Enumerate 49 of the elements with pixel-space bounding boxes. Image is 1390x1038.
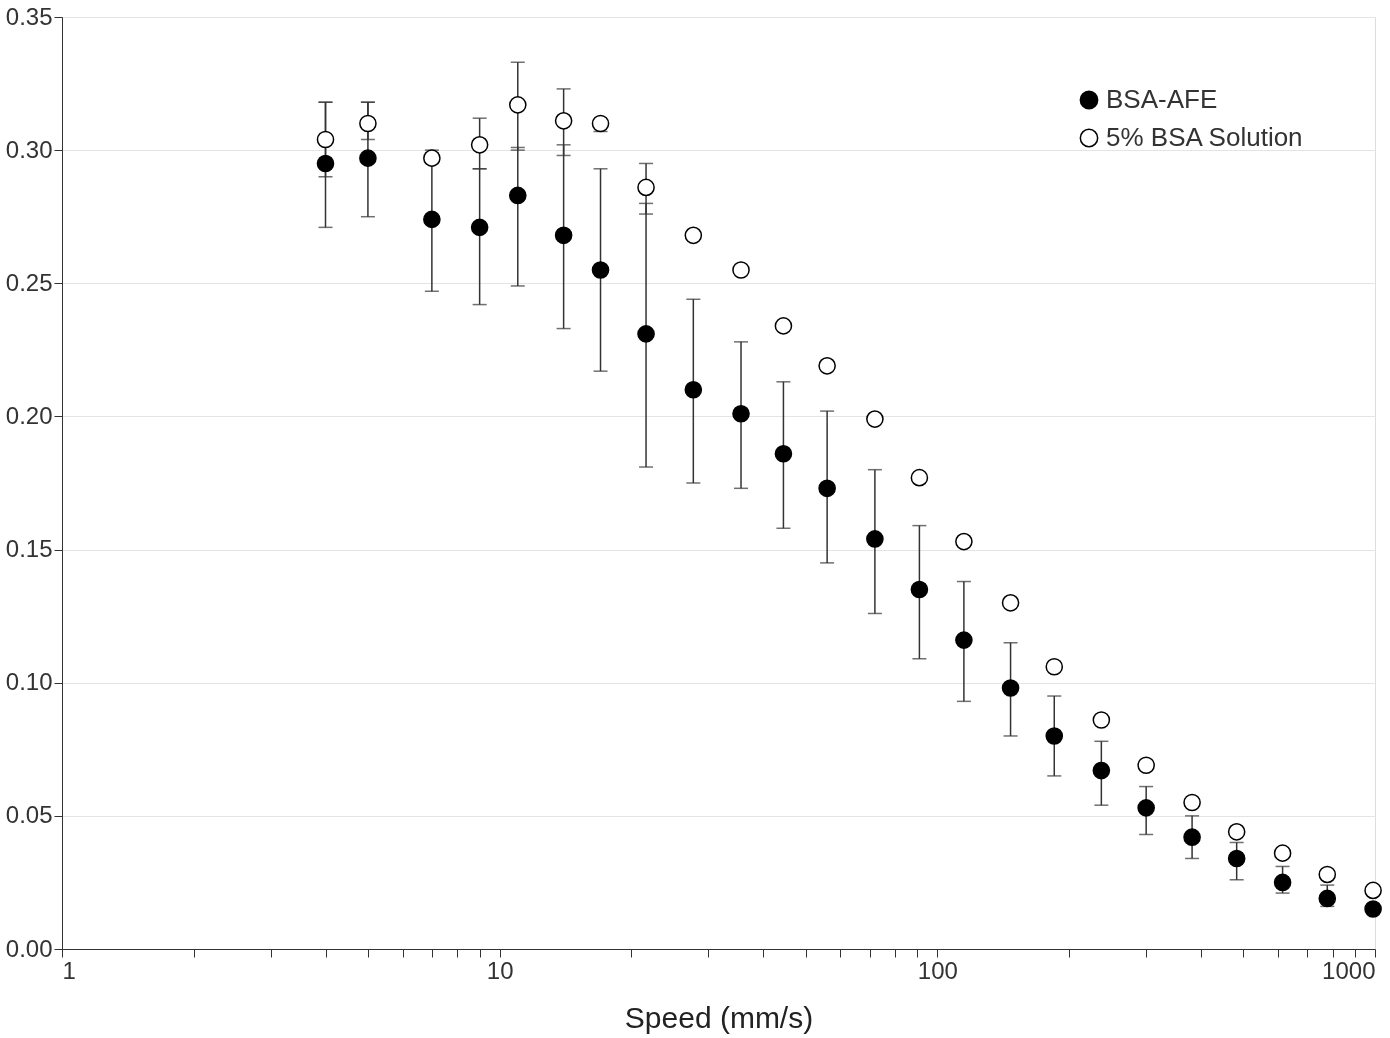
point bbox=[1318, 865, 1337, 884]
point bbox=[684, 226, 703, 245]
point bbox=[1183, 828, 1201, 846]
point bbox=[1273, 844, 1292, 862]
y-tick-label: 0.35 bbox=[5, 2, 53, 30]
point bbox=[1045, 657, 1064, 676]
legend-label: BSA-AFE bbox=[1106, 84, 1218, 114]
point bbox=[1092, 711, 1111, 729]
point bbox=[1137, 799, 1155, 817]
point bbox=[591, 261, 610, 279]
point bbox=[1318, 889, 1337, 908]
point bbox=[1227, 849, 1246, 868]
x-tick-label: 1000 bbox=[1322, 956, 1376, 984]
y-tick-label: 0.25 bbox=[5, 268, 53, 296]
point bbox=[1045, 727, 1064, 745]
point bbox=[637, 325, 655, 343]
point bbox=[1273, 873, 1292, 892]
x-tick-label: 100 bbox=[917, 956, 958, 984]
point bbox=[774, 444, 793, 463]
y-tick-label: 0.10 bbox=[5, 668, 53, 696]
x-tick-label: 10 bbox=[486, 956, 514, 984]
x-tick-label: 1 bbox=[62, 956, 76, 984]
point bbox=[910, 580, 929, 599]
point bbox=[866, 410, 884, 428]
point bbox=[910, 468, 929, 487]
y-tick-label: 0.30 bbox=[5, 135, 53, 163]
point bbox=[1183, 793, 1201, 812]
point bbox=[1364, 881, 1382, 900]
point bbox=[684, 381, 703, 399]
point bbox=[1001, 679, 1020, 697]
point bbox=[818, 479, 836, 498]
y-tick-label: 0.00 bbox=[5, 934, 53, 962]
point bbox=[1227, 823, 1246, 841]
legend-label: 5% BSA Solution bbox=[1106, 122, 1303, 152]
y-tick-label: 0.15 bbox=[5, 535, 53, 563]
point bbox=[1364, 900, 1382, 918]
point bbox=[955, 631, 973, 649]
point bbox=[1001, 594, 1020, 612]
point bbox=[591, 114, 610, 133]
point bbox=[955, 532, 973, 551]
y-tick-label: 0.20 bbox=[5, 401, 53, 429]
point bbox=[774, 317, 793, 335]
point bbox=[818, 357, 836, 375]
point bbox=[1137, 756, 1155, 775]
point bbox=[1092, 761, 1111, 780]
point bbox=[637, 178, 655, 197]
x-axis-title: Speed (mm/s) bbox=[624, 1000, 814, 1034]
y-tick-label: 0.05 bbox=[5, 801, 53, 829]
point bbox=[866, 530, 884, 548]
